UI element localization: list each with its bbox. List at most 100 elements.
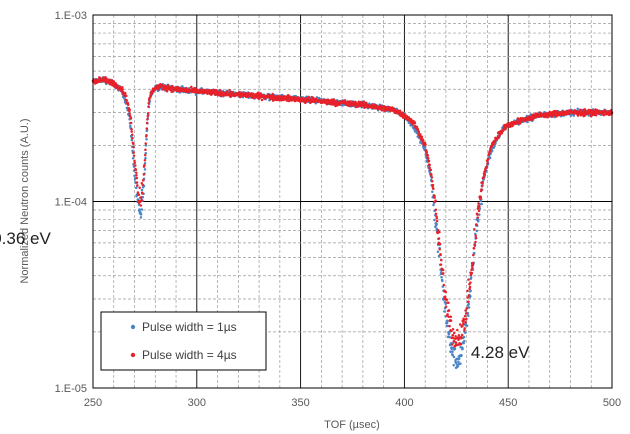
data-point bbox=[490, 144, 494, 148]
data-point bbox=[449, 350, 452, 354]
data-point bbox=[464, 331, 467, 335]
data-point bbox=[464, 309, 467, 312]
data-point bbox=[582, 113, 586, 117]
x-axis-label: TOF (µsec) bbox=[324, 419, 380, 431]
data-point bbox=[472, 247, 476, 250]
data-point bbox=[476, 207, 480, 210]
data-point bbox=[467, 314, 470, 317]
data-point bbox=[133, 159, 136, 163]
data-point bbox=[145, 138, 148, 141]
data-point bbox=[442, 272, 445, 275]
data-point bbox=[138, 186, 141, 190]
data-point bbox=[446, 319, 449, 322]
data-point bbox=[454, 335, 457, 338]
data-point bbox=[483, 174, 486, 177]
data-point bbox=[490, 149, 494, 153]
x-tick-label: 250 bbox=[84, 397, 102, 409]
data-point bbox=[133, 161, 136, 165]
data-point bbox=[135, 171, 138, 175]
data-point bbox=[459, 362, 462, 365]
data-point bbox=[485, 165, 488, 168]
data-point bbox=[434, 208, 438, 211]
data-point bbox=[457, 334, 461, 337]
annotation-10-36ev: 10.36 eV bbox=[0, 229, 51, 248]
data-point bbox=[108, 78, 111, 82]
data-point bbox=[449, 319, 453, 322]
data-point bbox=[465, 307, 469, 310]
data-point bbox=[433, 194, 436, 198]
data-point bbox=[135, 176, 139, 180]
data-point bbox=[134, 168, 138, 172]
data-point bbox=[129, 117, 133, 120]
data-point bbox=[441, 268, 445, 272]
data-point bbox=[333, 98, 336, 101]
data-point bbox=[462, 335, 466, 339]
data-point bbox=[472, 253, 475, 257]
data-point bbox=[300, 96, 304, 100]
data-point bbox=[147, 101, 150, 105]
data-point bbox=[464, 312, 468, 315]
data-point bbox=[425, 150, 429, 154]
data-point bbox=[427, 159, 431, 163]
x-tick-label: 400 bbox=[395, 397, 413, 409]
data-point bbox=[131, 156, 135, 160]
data-point bbox=[463, 329, 466, 332]
data-point bbox=[438, 247, 441, 251]
data-point bbox=[473, 228, 476, 231]
data-point bbox=[453, 347, 457, 351]
data-point bbox=[471, 262, 475, 265]
data-point bbox=[398, 111, 402, 114]
data-point bbox=[476, 219, 480, 223]
data-point bbox=[443, 295, 447, 298]
data-point bbox=[480, 188, 483, 191]
data-point bbox=[576, 107, 579, 110]
x-tick-label: 300 bbox=[188, 397, 206, 409]
data-point bbox=[145, 134, 148, 137]
data-point bbox=[144, 156, 147, 160]
data-point bbox=[299, 100, 302, 104]
data-point bbox=[584, 109, 587, 112]
data-point bbox=[130, 128, 133, 131]
data-point bbox=[225, 90, 229, 94]
data-point bbox=[482, 176, 485, 179]
data-point bbox=[112, 80, 116, 83]
data-point bbox=[463, 339, 466, 343]
legend-label-1us: Pulse width = 1µs bbox=[142, 320, 237, 334]
data-point bbox=[473, 244, 477, 247]
data-point bbox=[439, 253, 442, 257]
data-point bbox=[544, 115, 547, 119]
data-point bbox=[469, 289, 472, 293]
data-point bbox=[450, 329, 453, 333]
data-point bbox=[141, 192, 144, 195]
data-point bbox=[125, 94, 128, 98]
data-point bbox=[135, 173, 138, 177]
data-point bbox=[454, 341, 458, 344]
data-point bbox=[467, 306, 471, 309]
data-point bbox=[428, 166, 431, 169]
data-point bbox=[446, 313, 449, 316]
data-point bbox=[285, 99, 289, 102]
data-point bbox=[144, 142, 147, 145]
data-point bbox=[438, 230, 441, 234]
data-point bbox=[121, 86, 124, 89]
annotations: 10.36 eV 4.28 eV bbox=[0, 229, 530, 362]
data-point bbox=[448, 324, 451, 328]
data-point bbox=[465, 317, 468, 321]
data-point bbox=[476, 216, 480, 219]
series-pulse-4us bbox=[91, 76, 614, 348]
data-point bbox=[449, 315, 453, 318]
data-point bbox=[426, 156, 430, 160]
data-point bbox=[157, 87, 160, 91]
data-point bbox=[474, 240, 477, 244]
data-point bbox=[474, 234, 477, 237]
data-point bbox=[451, 350, 454, 353]
data-point bbox=[139, 196, 143, 199]
data-point bbox=[419, 133, 422, 136]
data-point bbox=[604, 109, 607, 113]
data-point bbox=[380, 109, 384, 112]
data-point bbox=[379, 104, 382, 107]
data-point bbox=[143, 162, 147, 165]
data-point bbox=[467, 294, 471, 297]
data-point bbox=[214, 92, 218, 96]
